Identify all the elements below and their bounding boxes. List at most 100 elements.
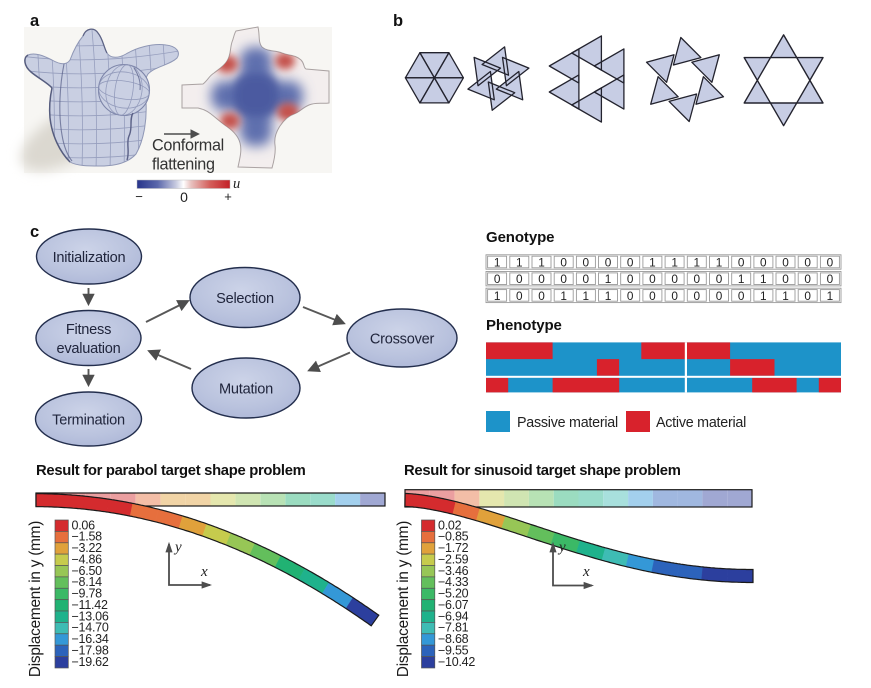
svg-text:1: 1 (516, 256, 523, 270)
svg-text:0: 0 (671, 289, 678, 303)
svg-text:Passive material: Passive material (517, 415, 618, 431)
svg-text:0: 0 (827, 256, 834, 270)
svg-text:0: 0 (738, 289, 745, 303)
svg-text:−8.68: −8.68 (438, 632, 469, 646)
svg-text:0: 0 (716, 289, 723, 303)
svg-text:Conformal: Conformal (152, 137, 224, 155)
svg-text:0: 0 (560, 272, 567, 286)
svg-text:0: 0 (627, 272, 634, 286)
svg-text:−1.58: −1.58 (72, 530, 103, 544)
svg-text:Initialization: Initialization (53, 250, 126, 266)
svg-text:−6.07: −6.07 (438, 598, 469, 612)
svg-text:1: 1 (827, 289, 834, 303)
svg-text:1: 1 (560, 289, 567, 303)
svg-text:0: 0 (738, 256, 745, 270)
svg-text:1: 1 (694, 256, 701, 270)
svg-text:0: 0 (716, 272, 723, 286)
svg-text:1: 1 (716, 256, 723, 270)
svg-text:u: u (233, 176, 240, 192)
svg-text:−9.55: −9.55 (438, 644, 469, 658)
svg-text:1: 1 (760, 289, 767, 303)
svg-text:−4.33: −4.33 (438, 575, 469, 589)
svg-text:Crossover: Crossover (370, 332, 435, 348)
svg-text:0: 0 (804, 272, 811, 286)
svg-text:−4.86: −4.86 (72, 552, 103, 566)
svg-text:0: 0 (782, 256, 789, 270)
svg-text:−3.46: −3.46 (438, 564, 469, 578)
svg-text:0.02: 0.02 (438, 518, 462, 532)
svg-text:0: 0 (538, 272, 545, 286)
svg-text:1: 1 (671, 256, 678, 270)
svg-text:1: 1 (494, 289, 501, 303)
svg-text:0: 0 (804, 289, 811, 303)
svg-text:−16.34: −16.34 (72, 632, 109, 646)
svg-text:0: 0 (694, 289, 701, 303)
svg-text:−2.59: −2.59 (438, 552, 469, 566)
svg-text:−1.72: −1.72 (438, 541, 469, 555)
svg-text:+: + (224, 189, 232, 204)
svg-text:Genotype: Genotype (486, 229, 554, 246)
svg-text:0.06: 0.06 (72, 518, 96, 532)
svg-text:−13.06: −13.06 (72, 609, 109, 623)
svg-text:Phenotype: Phenotype (486, 317, 562, 334)
svg-text:−19.62: −19.62 (72, 655, 109, 669)
svg-text:−14.70: −14.70 (72, 621, 109, 635)
svg-text:Displacement in y (mm): Displacement in y (mm) (27, 521, 44, 677)
svg-text:y: y (173, 540, 182, 556)
svg-text:−5.20: −5.20 (438, 587, 469, 601)
svg-text:0: 0 (804, 256, 811, 270)
svg-text:flattening: flattening (152, 156, 215, 174)
svg-text:0: 0 (583, 272, 590, 286)
svg-text:Mutation: Mutation (219, 382, 273, 398)
svg-text:0: 0 (583, 256, 590, 270)
svg-text:1: 1 (605, 272, 612, 286)
svg-text:x: x (582, 564, 590, 580)
svg-text:1: 1 (494, 256, 501, 270)
svg-text:0: 0 (649, 272, 656, 286)
svg-text:Result for parabol target shap: Result for parabol target shape problem (36, 463, 306, 479)
svg-text:Active material: Active material (656, 415, 746, 431)
svg-text:1: 1 (649, 256, 656, 270)
svg-text:evaluation: evaluation (56, 341, 120, 357)
svg-text:−17.98: −17.98 (72, 644, 109, 658)
svg-text:1: 1 (583, 289, 590, 303)
svg-text:−9.78: −9.78 (72, 587, 103, 601)
svg-text:x: x (200, 564, 208, 580)
svg-text:0: 0 (671, 272, 678, 286)
svg-text:1: 1 (738, 272, 745, 286)
svg-text:0: 0 (516, 289, 523, 303)
svg-text:Displacement in y (mm): Displacement in y (mm) (395, 521, 412, 677)
svg-text:0: 0 (560, 256, 567, 270)
svg-text:1: 1 (538, 256, 545, 270)
svg-text:−: − (135, 189, 143, 204)
svg-text:−6.50: −6.50 (72, 564, 103, 578)
svg-text:−7.81: −7.81 (438, 621, 469, 635)
svg-text:a: a (30, 12, 40, 30)
svg-text:0: 0 (605, 256, 612, 270)
svg-text:0: 0 (180, 189, 188, 205)
svg-text:1: 1 (760, 272, 767, 286)
svg-text:b: b (393, 12, 403, 30)
svg-text:−0.85: −0.85 (438, 530, 469, 544)
svg-text:c: c (30, 223, 39, 241)
svg-text:Selection: Selection (216, 291, 274, 307)
svg-text:−3.22: −3.22 (72, 541, 103, 555)
svg-text:0: 0 (649, 289, 656, 303)
svg-text:0: 0 (627, 289, 634, 303)
svg-text:−6.94: −6.94 (438, 609, 469, 623)
svg-text:0: 0 (494, 272, 501, 286)
svg-text:0: 0 (760, 256, 767, 270)
svg-text:0: 0 (538, 289, 545, 303)
svg-text:0: 0 (694, 272, 701, 286)
svg-text:−11.42: −11.42 (72, 598, 108, 612)
svg-text:−8.14: −8.14 (72, 575, 103, 589)
svg-text:Fitness: Fitness (66, 322, 111, 338)
svg-text:Result for sinusoid target sha: Result for sinusoid target shape problem (404, 463, 681, 479)
svg-text:0: 0 (827, 272, 834, 286)
svg-text:1: 1 (782, 289, 789, 303)
svg-text:y: y (557, 540, 566, 556)
svg-text:1: 1 (605, 289, 612, 303)
svg-text:−10.42: −10.42 (438, 655, 475, 669)
svg-text:Termination: Termination (52, 413, 125, 429)
svg-text:0: 0 (627, 256, 634, 270)
